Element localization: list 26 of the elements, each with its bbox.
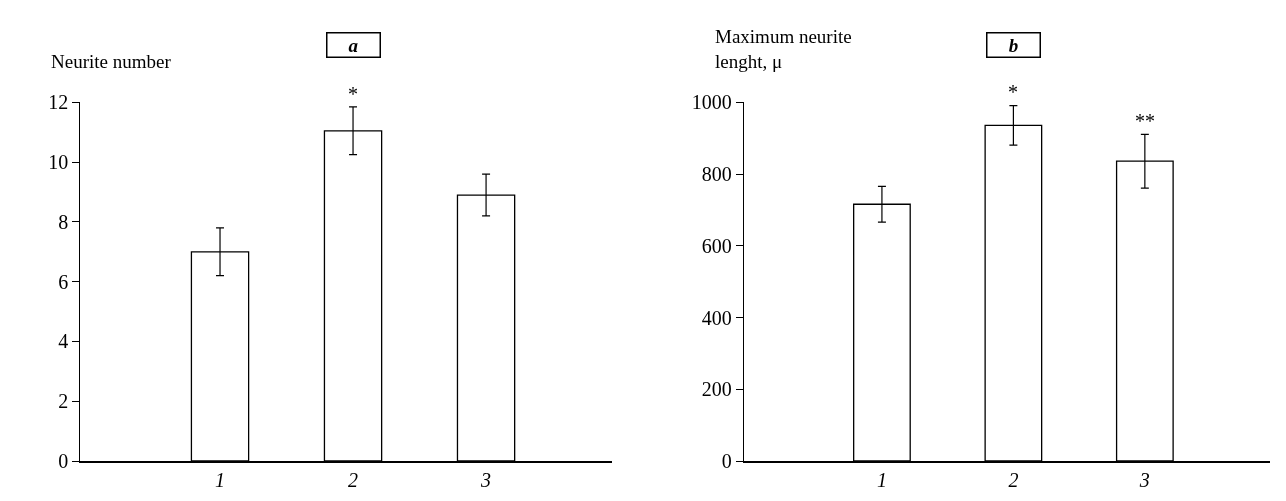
y-tick-label: 8 (58, 210, 69, 233)
y-axis-title: Neurite number (51, 51, 172, 72)
y-tick-label: 600 (701, 234, 732, 257)
x-tick-label: 2 (1008, 468, 1019, 491)
x-tick-label: 2 (348, 468, 359, 491)
y-tick-label: 0 (721, 450, 732, 472)
y-tick-label: 200 (701, 378, 732, 401)
y-tick-label: 10 (48, 151, 69, 174)
annotation: * (348, 83, 358, 105)
annotation: ** (1135, 110, 1155, 132)
annotation: * (1008, 81, 1018, 103)
y-tick-label: 2 (58, 390, 69, 413)
y-tick-label: 4 (58, 330, 69, 353)
x-tick-label: 3 (1138, 468, 1150, 491)
x-tick-label: 1 (876, 468, 887, 491)
chart-title: a (348, 34, 359, 56)
y-tick-label: 1000 (691, 91, 732, 114)
y-tick-label: 800 (701, 163, 732, 186)
x-tick-label: 1 (215, 468, 226, 491)
y-axis-title: Maximum neurite lenght, μ (715, 26, 852, 72)
y-tick-label: 12 (48, 91, 69, 114)
y-tick-label: 0 (58, 450, 69, 472)
y-tick-label: 400 (701, 306, 732, 329)
y-tick-label: 6 (58, 270, 69, 293)
chart-title: b (1008, 34, 1019, 56)
x-tick-label: 3 (480, 468, 492, 491)
